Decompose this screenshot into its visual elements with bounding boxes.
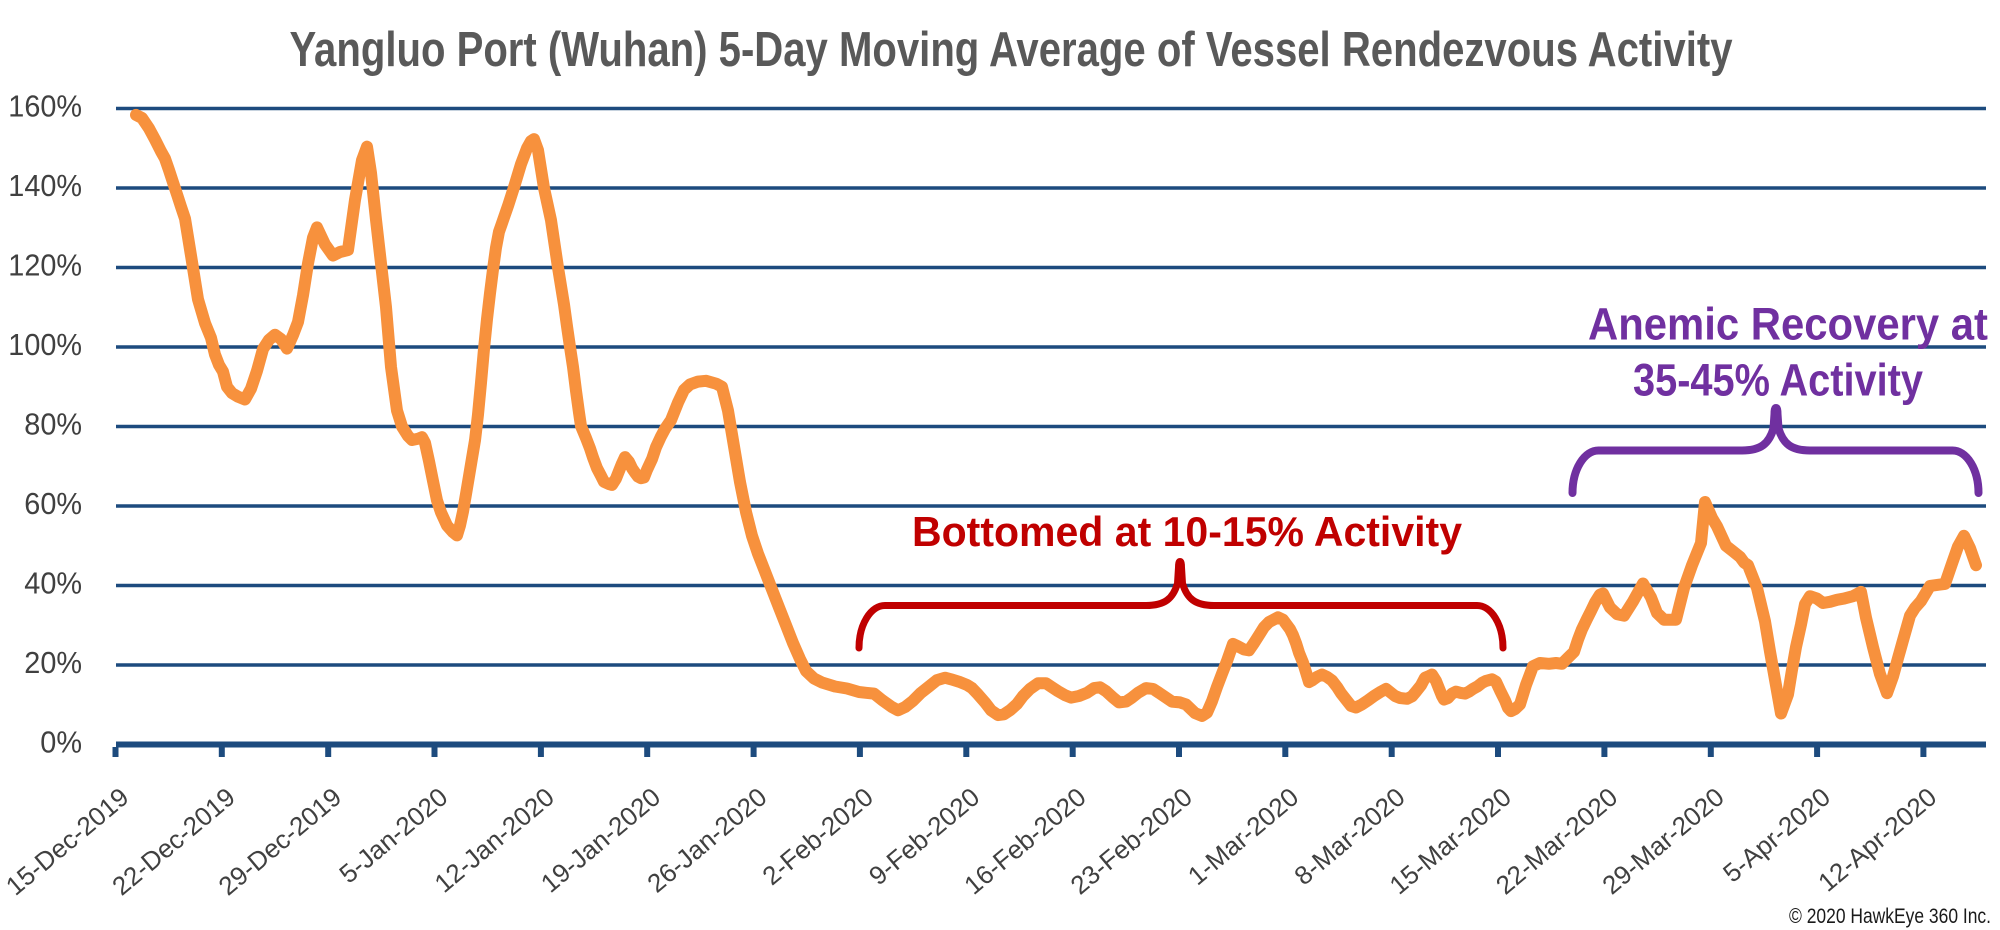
svg-text:35-45% Activity: 35-45% Activity (1633, 355, 1923, 406)
svg-text:Yangluo Port (Wuhan) 5-Day Mov: Yangluo Port (Wuhan) 5-Day Moving Averag… (290, 23, 1733, 77)
svg-text:Bottomed at 10-15% Activity: Bottomed at 10-15% Activity (912, 508, 1463, 555)
svg-text:40%: 40% (24, 566, 82, 601)
svg-text:80%: 80% (24, 407, 82, 442)
svg-text:100%: 100% (8, 327, 82, 362)
svg-text:20%: 20% (24, 645, 82, 680)
svg-text:160%: 160% (8, 89, 82, 124)
svg-text:0%: 0% (40, 725, 82, 760)
svg-text:© 2020 HawkEye 360 Inc.: © 2020 HawkEye 360 Inc. (1789, 905, 1991, 928)
svg-text:Anemic Recovery at: Anemic Recovery at (1588, 299, 1988, 350)
svg-text:60%: 60% (24, 486, 82, 521)
svg-text:140%: 140% (8, 168, 82, 203)
svg-text:120%: 120% (8, 248, 82, 283)
